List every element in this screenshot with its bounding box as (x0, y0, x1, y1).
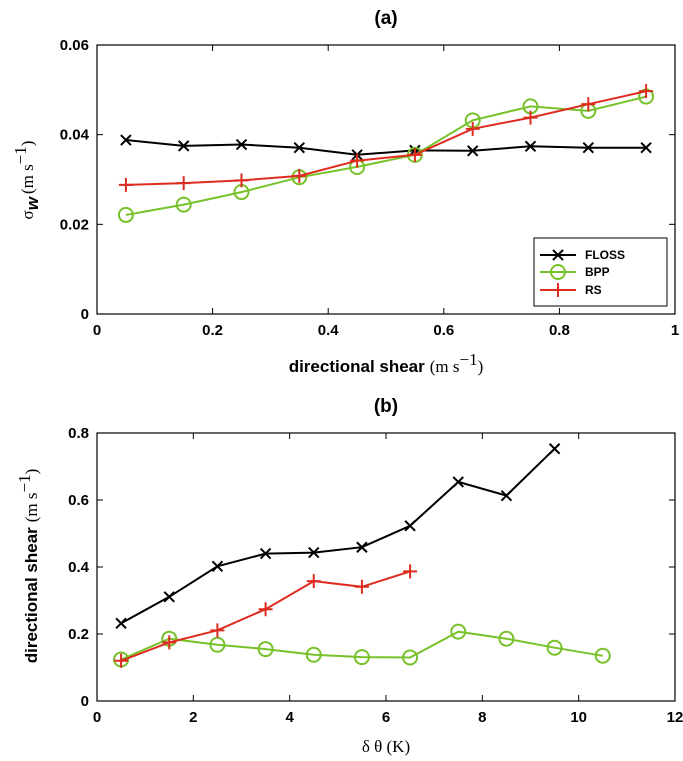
panel-b-series-2-point (403, 564, 418, 579)
panel-b-x-tick-label: 2 (189, 709, 197, 726)
panel-a-x-tick-label: 0.8 (549, 322, 570, 339)
panel-b-series-2-point (306, 574, 321, 589)
panel-b-series-2-point (114, 653, 129, 668)
panel-b-y-tick-label: 0.8 (68, 425, 89, 442)
panel-b-series-1-point (353, 649, 370, 666)
panel-a-floss-point (235, 138, 248, 151)
legend-entry-bpp: BPP (540, 264, 610, 280)
panel-a-title: (a) (374, 8, 397, 29)
panel-b-series-0-point (452, 476, 464, 488)
panel-a-rs-point (523, 110, 538, 125)
panel-a-bpp-point (175, 196, 192, 213)
legend-floss-marker (552, 249, 564, 261)
panel-b-series-1-point (402, 649, 419, 666)
legend-floss-label: FLOSS (585, 248, 625, 262)
panel-b-x-axis-label: δ θ (K) (362, 737, 410, 756)
panel-a-y-tick-label: 0.04 (60, 127, 90, 144)
panel-a-rs-point (407, 147, 422, 162)
panel-a-floss-point (293, 141, 306, 154)
panel-a-rs-point (234, 173, 249, 188)
panel-b-x-tick-label: 8 (478, 709, 486, 726)
panel-a-rs-point (118, 177, 133, 192)
panel-a-x-tick-label: 0.2 (202, 322, 223, 339)
panel-b-series-0-point (500, 489, 513, 502)
panel-b-series-0-point (308, 546, 320, 559)
panel-b-series-2-point (354, 579, 369, 594)
panel-b-series-0-point (115, 617, 127, 629)
panel-b-series-0-point (211, 560, 224, 573)
panel-a-axes-box (96, 44, 676, 315)
panel-b-x-tick-label: 10 (570, 709, 587, 726)
panel-a-y-axis-label: σw(m s−1) (11, 141, 42, 220)
panel-b-x-tick-label: 0 (93, 709, 101, 726)
panel-a-floss-point (582, 141, 595, 154)
panel-a-rs-point (639, 84, 654, 99)
panel-b-series-0-point (404, 520, 416, 532)
panel-a-x-tick-label: 1 (671, 322, 679, 339)
panel-a-x-tick-label: 0.6 (433, 322, 454, 339)
panel-a: (a) 0 0.2 0.4 0.6 0.8 1 0 0.02 0.04 0.06 directio… (11, 8, 679, 376)
panel-b-series-1-point (450, 623, 467, 640)
panel-b-series-1-point (257, 641, 274, 658)
panel-a-floss-point (640, 141, 652, 154)
panel-b-series-0-line (120, 447, 556, 625)
panel-a-rs-point (292, 168, 307, 183)
panel-b-series (113, 443, 611, 668)
panel-a-x-tick-label: 0 (93, 322, 101, 339)
panel-b-series-1-line (120, 630, 603, 661)
panel-b-title: (b) (374, 396, 398, 417)
panel-b-y-tick-label: 0.6 (68, 492, 89, 509)
panel-a-floss-line (125, 139, 647, 156)
panel-a-legend: FLOSS BPP RS (533, 237, 668, 307)
panel-b-y-tick-label: 0.2 (68, 626, 89, 643)
legend-bpp-label: BPP (585, 265, 610, 279)
panel-b-axes-box (96, 432, 676, 702)
panel-b-series-1-point (594, 647, 611, 664)
panel-b-series-1-point (305, 646, 322, 663)
panel-a-x-tick-label: 0.4 (318, 322, 340, 339)
panel-b-y-tick-label: 0.4 (68, 559, 90, 576)
panel-b-series-0-point (356, 541, 368, 553)
panel-b-series-1-point (546, 639, 563, 656)
legend-rs-marker (551, 283, 565, 297)
panel-a-x-axis-label: directional shear (m s−1) (289, 350, 484, 376)
panel-a-rs-point (581, 97, 596, 112)
panel-b-series-2-point (162, 635, 177, 650)
panel-b-series-0-point (259, 547, 272, 560)
panel-b-x-tick-label: 4 (285, 709, 294, 726)
panel-a-y-tick-label: 0.02 (60, 216, 89, 233)
legend-entry-rs: RS (540, 283, 602, 297)
panel-b: (b) 0 2 4 6 8 10 12 0 0.2 0.4 0.6 0.8 δ θ (K) direc… (15, 396, 683, 756)
panel-b-series-2-point (210, 623, 225, 638)
panel-a-floss-point (177, 140, 190, 152)
panel-a-rs-point (465, 121, 480, 136)
legend-entry-floss: FLOSS (540, 248, 625, 262)
panel-a-series (117, 84, 655, 223)
panel-a-y-tick-label: 0.06 (60, 37, 89, 54)
panel-a-y-tick-label: 0 (81, 306, 89, 323)
panel-b-series-2-point (258, 602, 273, 617)
panel-b-y-tick-label: 0 (81, 693, 89, 710)
panel-a-bpp-point (117, 206, 134, 223)
panel-a-floss-point (524, 140, 537, 153)
panel-b-series-1-point (209, 636, 226, 653)
panel-a-floss-point (466, 145, 479, 157)
panel-a-floss-point (120, 134, 132, 146)
panel-b-y-axis-label: directional shear(m s−1) (15, 469, 41, 664)
panel-a-rs-point (350, 153, 365, 168)
panel-a-bpp-line (125, 95, 647, 216)
panel-a-rs-line (125, 90, 647, 186)
legend-bpp-marker (550, 264, 566, 280)
panel-b-x-tick-label: 12 (667, 709, 683, 726)
panel-b-series-0-point (163, 591, 175, 603)
panel-b-series-1-point (498, 630, 515, 647)
panel-a-rs-point (176, 176, 191, 191)
panel-b-series-0-point (548, 443, 561, 455)
panel-b-x-tick-label: 6 (382, 709, 390, 726)
legend-rs-label: RS (585, 283, 602, 297)
